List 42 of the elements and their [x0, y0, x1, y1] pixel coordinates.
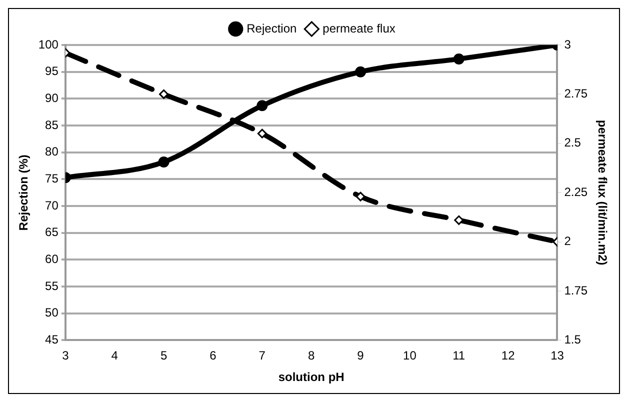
y-tick-label: 45	[45, 332, 59, 347]
x-tick-label: 6	[210, 348, 217, 363]
point	[356, 192, 366, 202]
y2-tick-label: 2.25	[564, 184, 588, 199]
point	[159, 89, 169, 99]
y2-tick-label: 2.5	[564, 136, 582, 150]
y2-tick-label: 1.5	[564, 332, 582, 347]
x-tick-label: 13	[550, 348, 564, 363]
point	[453, 53, 464, 64]
x-tick-label: 12	[501, 348, 516, 363]
legend-label: permeate flux	[322, 21, 396, 36]
point	[257, 128, 267, 138]
x-tick-label: 3	[62, 348, 70, 363]
x-tick-label: 7	[258, 348, 266, 363]
y2-tick-label: 2	[564, 234, 572, 248]
x-tick-label: 5	[160, 348, 168, 363]
y-tick-label: 70	[45, 198, 59, 212]
y-tick-label: 90	[45, 90, 59, 105]
y-tick-label: 55	[45, 278, 59, 293]
x-tick-label: 11	[452, 348, 466, 363]
y-tick-label: 100	[38, 37, 59, 52]
legend-label: Rejection	[246, 21, 297, 36]
y-tick-label: 65	[45, 225, 59, 240]
y-tick-label: 85	[45, 118, 59, 132]
x-tick-label: 8	[308, 348, 315, 363]
y2-tick-label: 2.75	[564, 86, 588, 101]
x-tick-label: 9	[357, 348, 364, 363]
y-tick-label: 60	[45, 252, 59, 266]
y2-axis-title: permeate flux (lit/min.m2)	[595, 120, 610, 266]
x-tick-label: 10	[403, 348, 417, 363]
x-tick-label: 4	[111, 348, 118, 363]
point	[158, 156, 170, 168]
y-tick-label: 50	[45, 306, 59, 320]
y-tick-label: 95	[45, 64, 59, 78]
y2-tick-label: 3	[564, 37, 572, 52]
y-tick-label: 80	[45, 144, 59, 159]
y-axis-title: Rejection (%)	[16, 154, 31, 231]
point	[355, 66, 366, 78]
x-axis-title: solution pH	[278, 370, 344, 384]
y2-tick-label: 1.75	[564, 283, 588, 298]
point	[256, 100, 268, 112]
y-tick-label: 75	[45, 171, 59, 186]
